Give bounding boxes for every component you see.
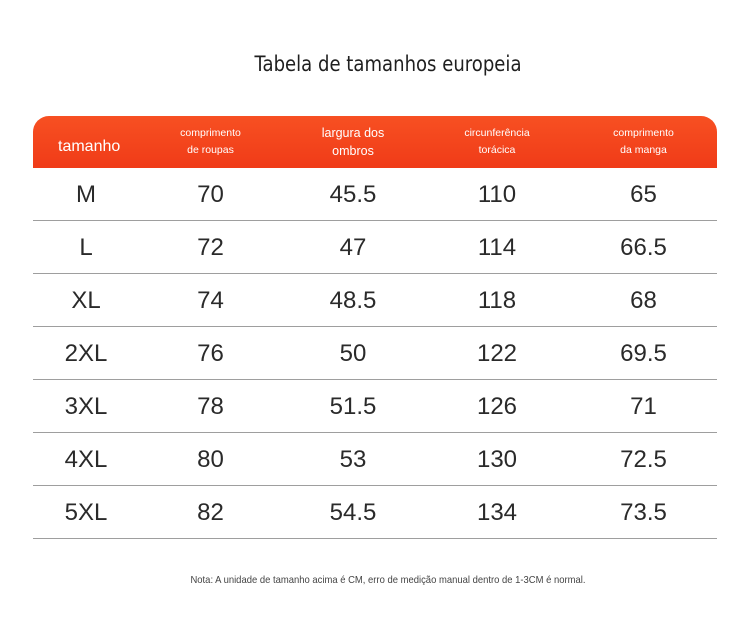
cell-length: 74	[197, 287, 224, 314]
header-length-line1: comprimento	[180, 127, 241, 139]
header-shoulder: largura dos ombros	[282, 116, 424, 168]
table-row: 4XL 80 53 130 72.5	[33, 433, 717, 486]
header-chest-line2: torácica	[478, 144, 516, 156]
cell-chest: 118	[477, 287, 517, 314]
size-table: tamanho comprimento de roupas largura dos…	[33, 116, 717, 539]
header-shoulder-line2: ombros	[332, 144, 374, 158]
cell-shoulder: 53	[339, 446, 367, 473]
cell-length: 76	[197, 340, 224, 367]
header-shoulder-line1: largura dos	[321, 126, 385, 140]
header-sleeve-line2: da manga	[620, 144, 667, 156]
cell-size: 2XL	[64, 340, 108, 367]
header-length: comprimento de roupas	[139, 116, 282, 168]
cell-shoulder: 50	[339, 340, 367, 367]
cell-sleeve: 65	[630, 181, 657, 208]
cell-size: 3XL	[64, 393, 108, 420]
cell-chest: 130	[476, 446, 518, 473]
cell-shoulder: 45.5	[329, 181, 377, 208]
cell-shoulder: 48.5	[329, 287, 377, 314]
table-row: XL 74 48.5 118 68	[33, 274, 717, 327]
cell-length: 78	[197, 393, 224, 420]
cell-chest: 126	[476, 393, 518, 420]
cell-size: L	[79, 234, 93, 261]
cell-chest: 114	[477, 234, 517, 261]
footnote: Nota: A unidade de tamanho acima é CM, e…	[190, 574, 586, 586]
cell-shoulder: 51.5	[329, 393, 377, 420]
cell-sleeve: 72.5	[620, 446, 667, 473]
cell-sleeve: 68	[630, 287, 657, 314]
table-row: 2XL 76 50 122 69.5	[33, 327, 717, 380]
cell-length: 72	[197, 234, 224, 261]
cell-shoulder: 47	[339, 234, 367, 261]
header-sleeve-line1: comprimento	[613, 127, 674, 139]
cell-size: 5XL	[64, 499, 108, 526]
page-title: Tabela de tamanhos europeia	[254, 52, 522, 76]
header-size: tamanho	[58, 138, 121, 155]
cell-size: 4XL	[64, 446, 108, 473]
cell-size: XL	[71, 287, 101, 314]
cell-sleeve: 66.5	[620, 234, 667, 261]
cell-chest: 122	[476, 340, 518, 367]
cell-chest: 134	[476, 499, 518, 526]
cell-sleeve: 69.5	[620, 340, 667, 367]
cell-shoulder: 54.5	[329, 499, 377, 526]
cell-sleeve: 73.5	[620, 499, 667, 526]
table-row: L 72 47 114 66.5	[33, 221, 717, 274]
cell-sleeve: 71	[630, 393, 657, 420]
cell-length: 80	[197, 446, 224, 473]
table-row: M 70 45.5 110 65	[33, 168, 717, 221]
header-chest-line1: circunferência	[464, 127, 530, 139]
cell-chest: 110	[477, 181, 517, 208]
cell-length: 70	[197, 181, 224, 208]
table-row: 5XL 82 54.5 134 73.5	[33, 486, 717, 539]
header-sleeve: comprimento da manga	[570, 116, 717, 168]
table-row: 3XL 78 51.5 126 71	[33, 380, 717, 433]
cell-size: M	[76, 181, 96, 208]
table-header: tamanho comprimento de roupas largura dos…	[33, 116, 717, 168]
cell-length: 82	[197, 499, 224, 526]
header-chest: circunferência torácica	[424, 116, 570, 168]
header-length-line2: de roupas	[187, 144, 234, 156]
